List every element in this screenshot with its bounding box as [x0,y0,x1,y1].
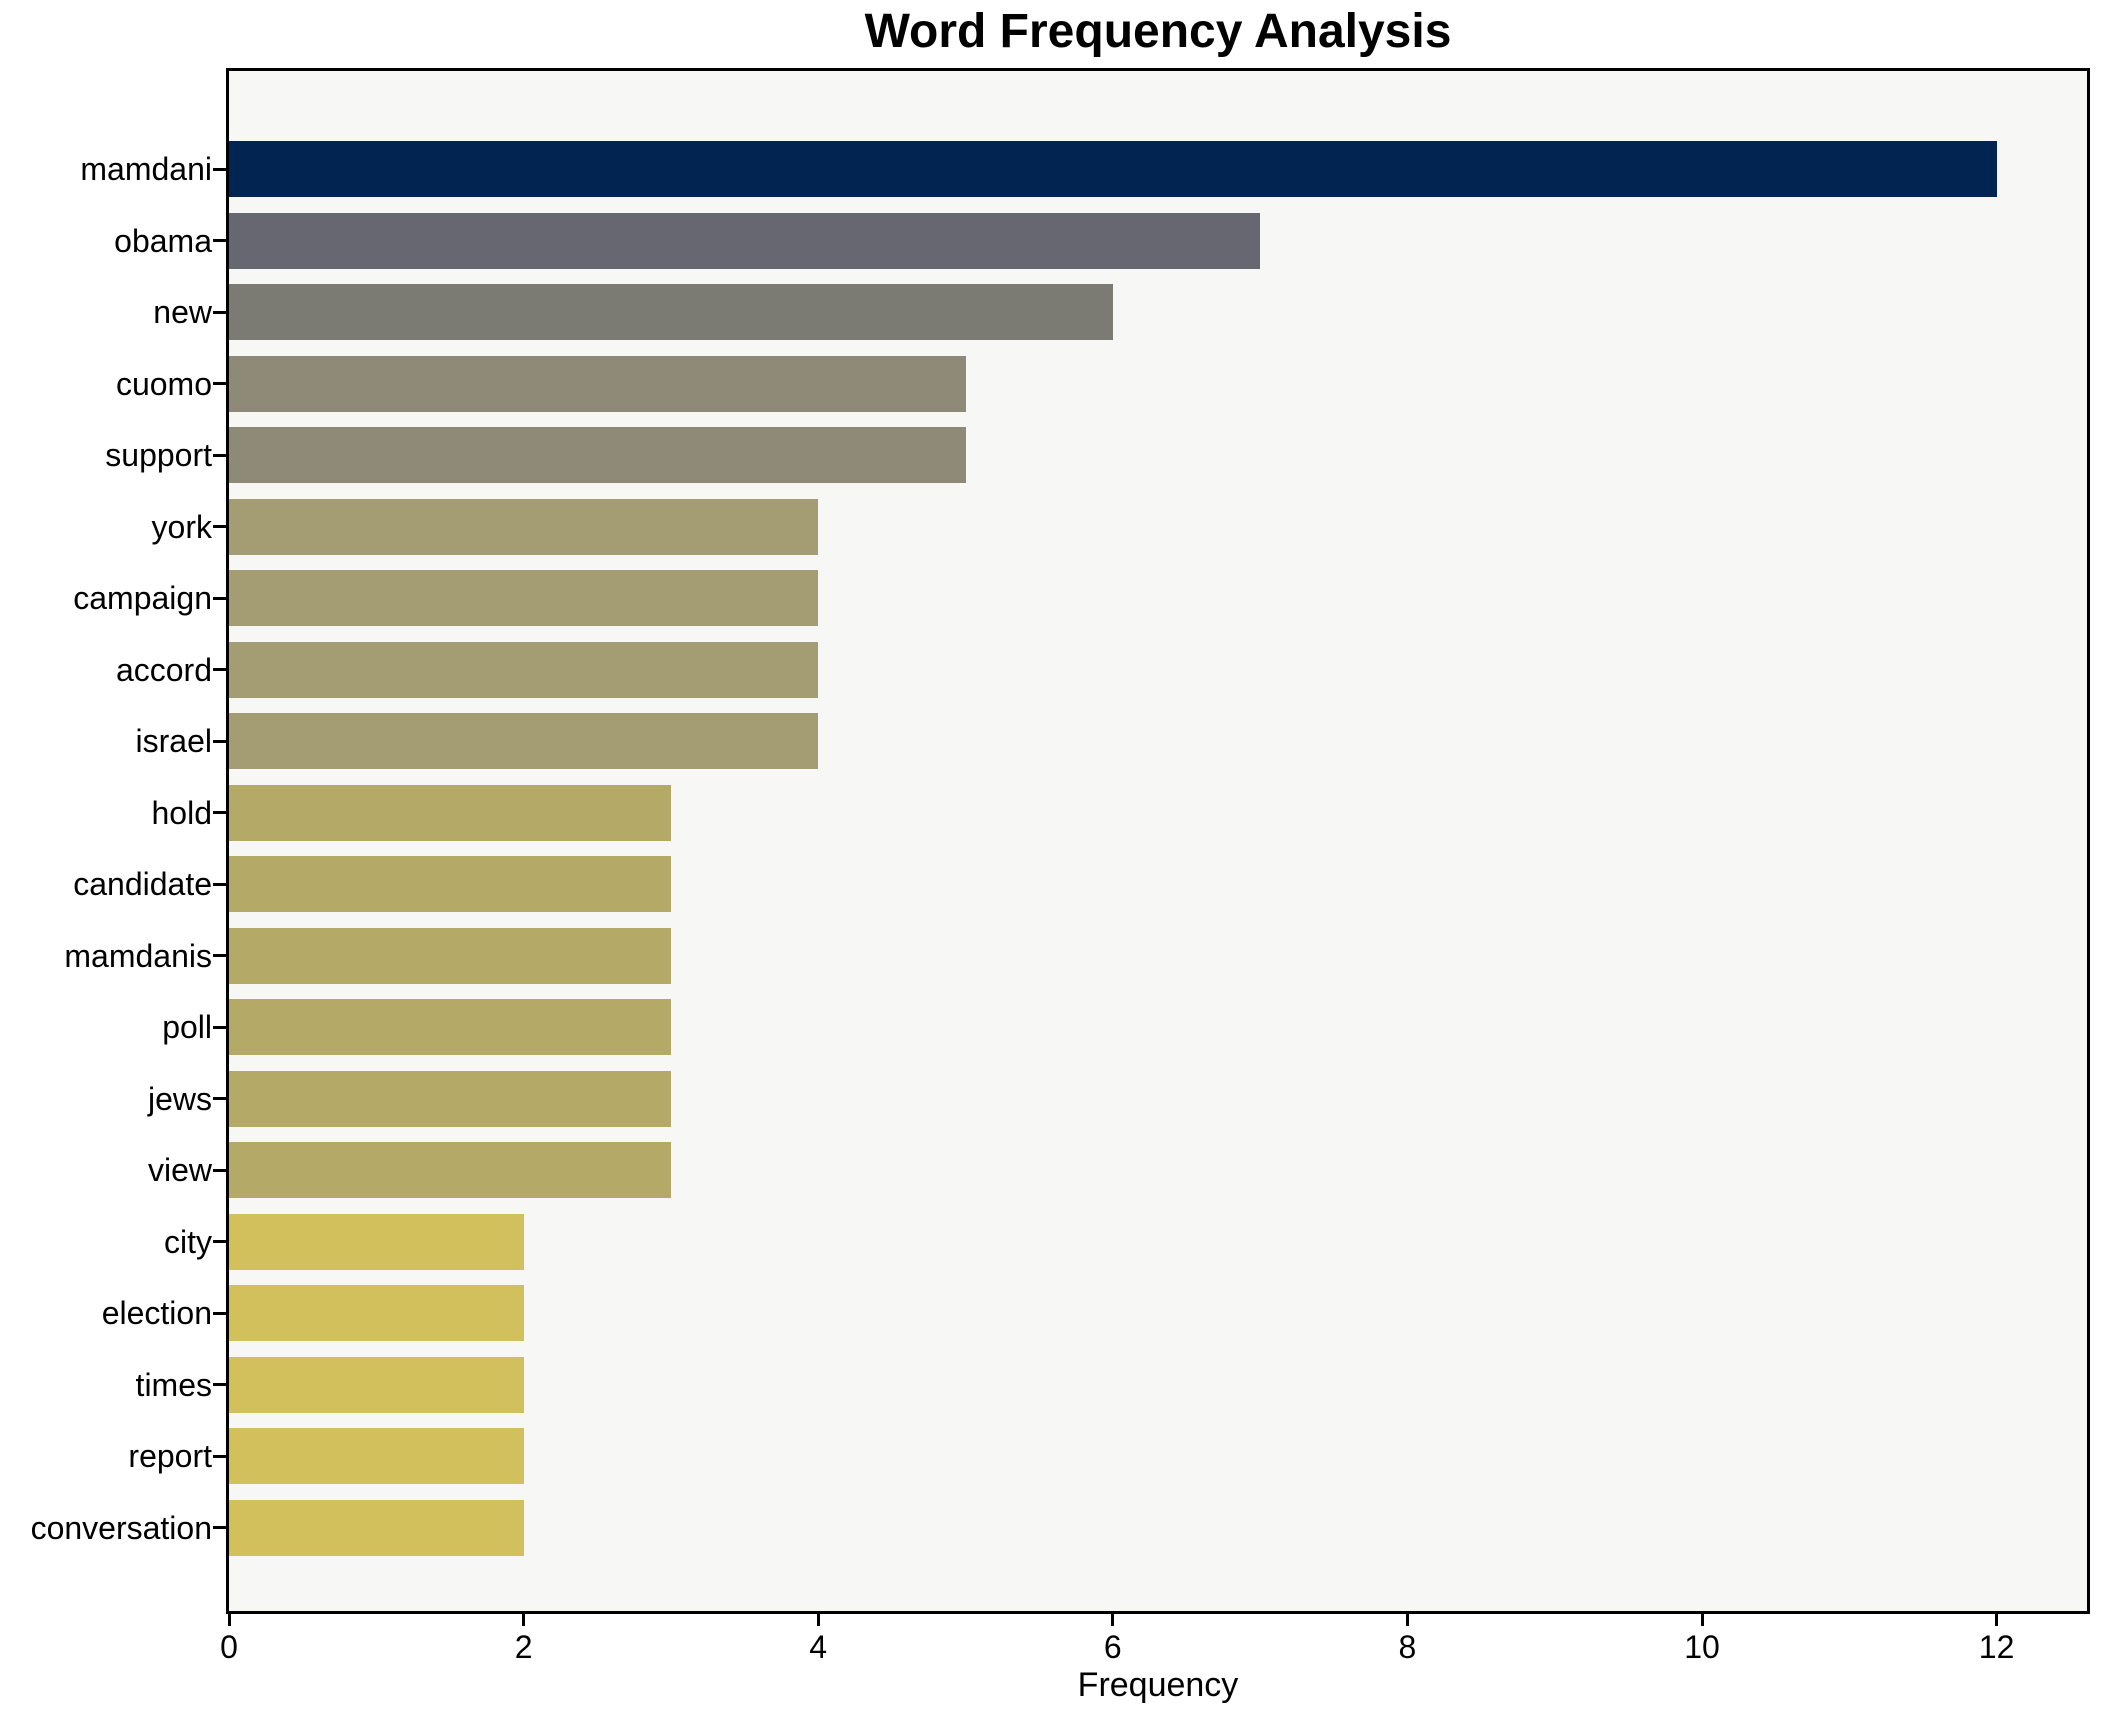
y-tick-label-city: city [164,1223,212,1260]
y-tick-mark [213,596,226,600]
bar-conversation [229,1499,524,1556]
bar-cuomo [229,355,966,412]
y-tick-label-conversation: conversation [30,1509,212,1546]
bar-candidate [229,856,671,912]
plot-area [226,68,2090,1614]
y-tick-mark [213,310,226,314]
bar-times [229,1356,524,1413]
x-axis-label: Frequency [1077,1666,1239,1704]
y-tick-label-election: election [101,1295,212,1331]
bar-mamdani [229,141,1997,197]
y-tick-label-campaign: campaign [73,580,212,616]
y-tick-mark [213,525,226,528]
x-tick-label-12: 12 [1978,1629,2015,1665]
bar-jews [229,1070,671,1127]
bar-campaign [229,570,819,626]
x-tick-mark [522,1612,526,1626]
y-tick-mark [213,1097,226,1100]
bar-york [229,498,819,555]
y-tick-mark [213,167,226,171]
y-tick-mark [213,1526,226,1529]
y-tick-mark [213,1025,226,1029]
y-tick-mark [213,1240,226,1243]
y-tick-mark [213,239,226,242]
x-tick-label-2: 2 [514,1629,533,1665]
chart-title: Word Frequency Analysis [864,5,1452,58]
x-tick-mark [1995,1612,1999,1626]
y-tick-mark [213,382,226,385]
bar-city [229,1213,524,1270]
x-tick-label-0: 0 [220,1629,238,1665]
y-tick-mark [213,1454,226,1458]
bar-obama [229,212,1261,269]
x-tick-label-10: 10 [1684,1629,1720,1665]
x-tick-label-8: 8 [1398,1629,1417,1665]
x-tick-mark [816,1612,820,1626]
x-tick-mark [1700,1612,1704,1626]
x-tick-mark [1111,1612,1115,1626]
y-tick-mark [213,1168,226,1172]
y-tick-label-candidate: candidate [73,866,212,902]
bar-view [229,1142,671,1198]
y-tick-mark [213,739,226,743]
y-tick-label-cuomo: cuomo [115,365,212,402]
x-tick-mark [227,1612,231,1626]
bar-hold [229,784,671,841]
y-tick-label-mamdani: mamdani [80,151,212,187]
y-tick-label-hold: hold [151,794,213,831]
y-tick-label-york: york [151,508,212,545]
y-tick-label-israel: israel [135,723,212,759]
y-tick-label-view: view [147,1152,212,1188]
y-tick-label-accord: accord [115,651,212,688]
y-tick-label-mamdanis: mamdanis [64,937,212,974]
x-tick-label-4: 4 [809,1629,828,1665]
y-tick-mark [213,811,226,814]
bar-report [229,1428,524,1484]
y-tick-label-poll: poll [162,1009,212,1045]
y-tick-mark [213,1311,226,1315]
y-tick-mark [213,1383,226,1386]
bar-accord [229,641,819,698]
x-tick-mark [1405,1612,1409,1626]
bar-election [229,1285,524,1341]
y-tick-label-obama: obama [114,222,212,259]
y-tick-mark [213,882,226,886]
y-tick-mark [213,453,226,457]
y-tick-label-times: times [135,1366,212,1403]
bar-support [229,427,966,483]
y-tick-mark [213,668,226,671]
y-tick-label-jews: jews [147,1080,212,1117]
y-tick-label-support: support [105,437,212,473]
bar-new [229,284,1113,340]
y-tick-label-new: new [153,294,212,330]
x-tick-label-6: 6 [1103,1629,1122,1665]
bar-poll [229,999,671,1055]
y-tick-label-report: report [128,1438,212,1474]
bar-israel [229,713,819,769]
y-tick-mark [213,954,226,957]
bar-mamdanis [229,927,671,984]
